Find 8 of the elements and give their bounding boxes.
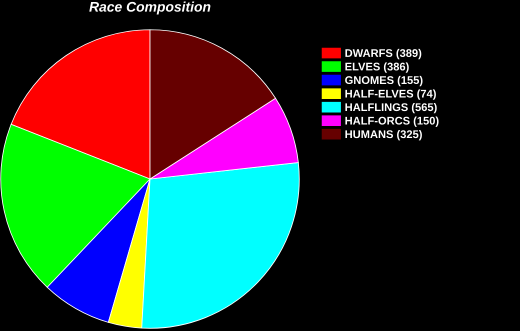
legend-label: HALF-ELVES (74) — [345, 89, 436, 100]
legend-label: HALFLINGS (565) — [345, 102, 437, 114]
legend-label: ELVES (386) — [345, 62, 409, 73]
legend-label: GNOMES (155) — [345, 76, 423, 86]
legend-label: HUMANS (325) — [345, 130, 422, 140]
legend-label: DWARFS (389) — [345, 48, 422, 60]
chart-title: Race Composition — [89, 2, 210, 14]
legend-label: HALF-ORCS (150) — [345, 116, 439, 127]
